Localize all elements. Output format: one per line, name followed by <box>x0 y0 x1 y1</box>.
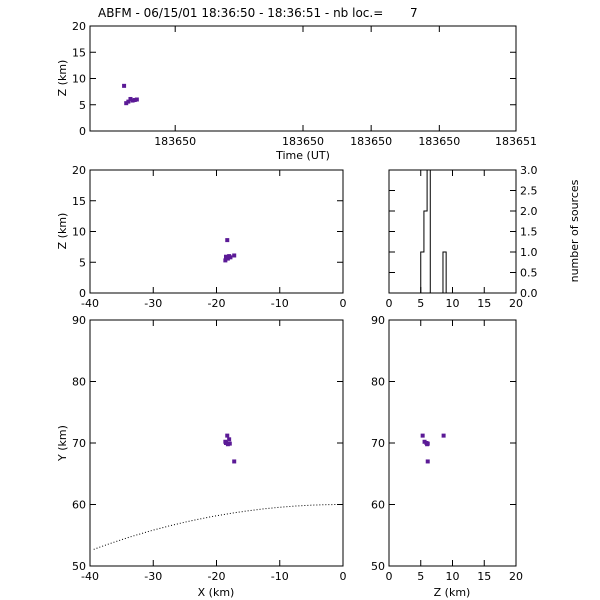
x-height-y-tick-label: 5 <box>79 256 86 269</box>
z-plan-point <box>420 433 425 438</box>
z-plan-point <box>425 459 430 464</box>
histogram-y-tick-label: 0.5 <box>520 267 538 280</box>
time-height-point <box>124 101 129 106</box>
time-height-y-tick-label: 20 <box>72 20 86 33</box>
histogram-x-tick-label: 5 <box>417 297 424 310</box>
z-plan-y-tick-label: 50 <box>371 560 385 573</box>
x-height-y-tick-label: 15 <box>72 195 86 208</box>
x-height-x-tick-label: -10 <box>271 297 289 310</box>
plan-view-y-tick-label: 70 <box>72 437 86 450</box>
z-plan-axes-frame <box>388 319 517 567</box>
time-height-point <box>132 98 137 103</box>
z-plan-panel: 0 5 10 15 20 50 60 70 80 90 Z (km) <box>371 314 523 599</box>
plan-view-y-tick-label: 80 <box>72 376 86 389</box>
z-plan-y-tick-label: 60 <box>371 499 385 512</box>
z-plan-x-tick-label: 20 <box>509 570 523 583</box>
plan-view-x-tick-label: 0 <box>340 570 347 583</box>
z-plan-y-tick-label: 70 <box>371 437 385 450</box>
z-plan-x-label: Z (km) <box>434 586 471 599</box>
time-height-x-tick-label: 183650 <box>154 135 196 148</box>
time-height-y-tick-label: 5 <box>79 99 86 112</box>
z-plan-y-tick-label: 80 <box>371 376 385 389</box>
z-plan-point <box>441 433 446 438</box>
x-height-y-tick-label: 0 <box>79 287 86 300</box>
time-height-point <box>134 97 139 102</box>
z-plan-y-tick-label: 90 <box>371 314 385 327</box>
z-plan-x-tick-label: 10 <box>446 570 460 583</box>
x-height-point <box>223 254 228 259</box>
histogram-x-tick-label: 15 <box>477 297 491 310</box>
time-height-point <box>122 83 127 88</box>
plan-view-y-tick-label: 60 <box>72 499 86 512</box>
x-height-point <box>223 258 228 263</box>
x-height-y-label: Z (km) <box>56 213 69 250</box>
time-height-point <box>126 99 131 104</box>
time-height-y-tick-label: 0 <box>79 125 86 138</box>
time-height-axes-frame <box>89 25 517 132</box>
x-height-y-tick-label: 10 <box>72 226 86 239</box>
x-height-panel: -40 -30 -20 -10 0 0 5 10 15 20 Z (km) <box>56 164 347 310</box>
plan-view-x-tick-label: -20 <box>208 570 226 583</box>
x-height-x-tick-label: 0 <box>340 297 347 310</box>
plan-view-y-label: Y (km) <box>56 425 69 462</box>
plan-view-x-tick-label: -40 <box>81 570 99 583</box>
histogram-outline <box>389 169 516 294</box>
z-plan-point <box>425 441 430 446</box>
plan-view-y-tick-label: 90 <box>72 314 86 327</box>
plan-view-point <box>227 441 232 446</box>
time-height-x-tick-label: 183650 <box>418 135 460 148</box>
time-height-panel: 183650 183650 183650 183650 183651 0 5 10 15 20 T… <box>56 20 537 162</box>
plan-view-x-label: X (km) <box>198 586 235 599</box>
histogram-y-tick-label: 2.0 <box>520 205 538 218</box>
x-height-point <box>232 253 237 258</box>
histogram-y-tick-label: 2.5 <box>520 185 538 198</box>
time-height-y-tick-label: 15 <box>72 46 86 59</box>
histogram-y-tick-label: 1.0 <box>520 246 538 259</box>
x-height-point <box>228 255 233 260</box>
x-height-x-tick-label: -40 <box>81 297 99 310</box>
time-height-x-label: Time (UT) <box>275 149 330 162</box>
time-height-y-tick-label: 10 <box>72 73 86 86</box>
time-height-x-tick-label: 183650 <box>350 135 392 148</box>
time-height-point <box>130 98 135 103</box>
histogram-x-tick-label: 10 <box>446 297 460 310</box>
histogram-y-label: number of sources <box>568 179 581 282</box>
x-height-axes-frame <box>89 169 344 294</box>
chart-title: ABFM - 06/15/01 18:36:50 - 18:36:51 - nb… <box>98 6 418 20</box>
x-height-point <box>225 238 230 243</box>
time-height-point <box>128 96 133 101</box>
histogram-x-tick-label: 20 <box>509 297 523 310</box>
x-height-x-tick-label: -30 <box>144 297 162 310</box>
plan-view-point <box>225 433 230 438</box>
plan-view-axes-frame <box>89 319 344 567</box>
histogram-x-tick-label: 0 <box>386 297 393 310</box>
plan-view-y-tick-label: 50 <box>72 560 86 573</box>
time-height-x-tick-label: 183650 <box>282 135 324 148</box>
plan-view-point <box>232 459 237 464</box>
x-height-x-tick-label: -20 <box>208 297 226 310</box>
plan-view-point <box>223 441 228 445</box>
time-height-y-label: Z (km) <box>56 60 69 97</box>
plan-view-x-tick-label: -10 <box>271 570 289 583</box>
plan-view-panel: -40 -30 -20 -10 0 50 60 70 80 90 X (km) Y (km) <box>56 314 347 599</box>
plan-view-point <box>227 437 232 442</box>
z-plan-x-tick-label: 5 <box>417 570 424 583</box>
x-height-y-tick-label: 20 <box>72 164 86 177</box>
z-plan-x-tick-label: 15 <box>477 570 491 583</box>
plan-view-x-tick-label: -30 <box>144 570 162 583</box>
time-height-x-tick-label: 183651 <box>495 135 537 148</box>
histogram-axes-frame <box>388 169 517 294</box>
histogram-y-tick-label: 0.0 <box>520 287 538 300</box>
range-ring <box>93 504 337 550</box>
histogram-y-tick-label: 3.0 <box>520 164 538 177</box>
histogram-y-tick-label: 1.5 <box>520 226 538 239</box>
height-histogram-panel: 0 5 10 15 200.0 0.5 1.0 1.5 2.0 2.5 3.0 number of … <box>386 164 582 310</box>
z-plan-x-tick-label: 0 <box>386 570 393 583</box>
